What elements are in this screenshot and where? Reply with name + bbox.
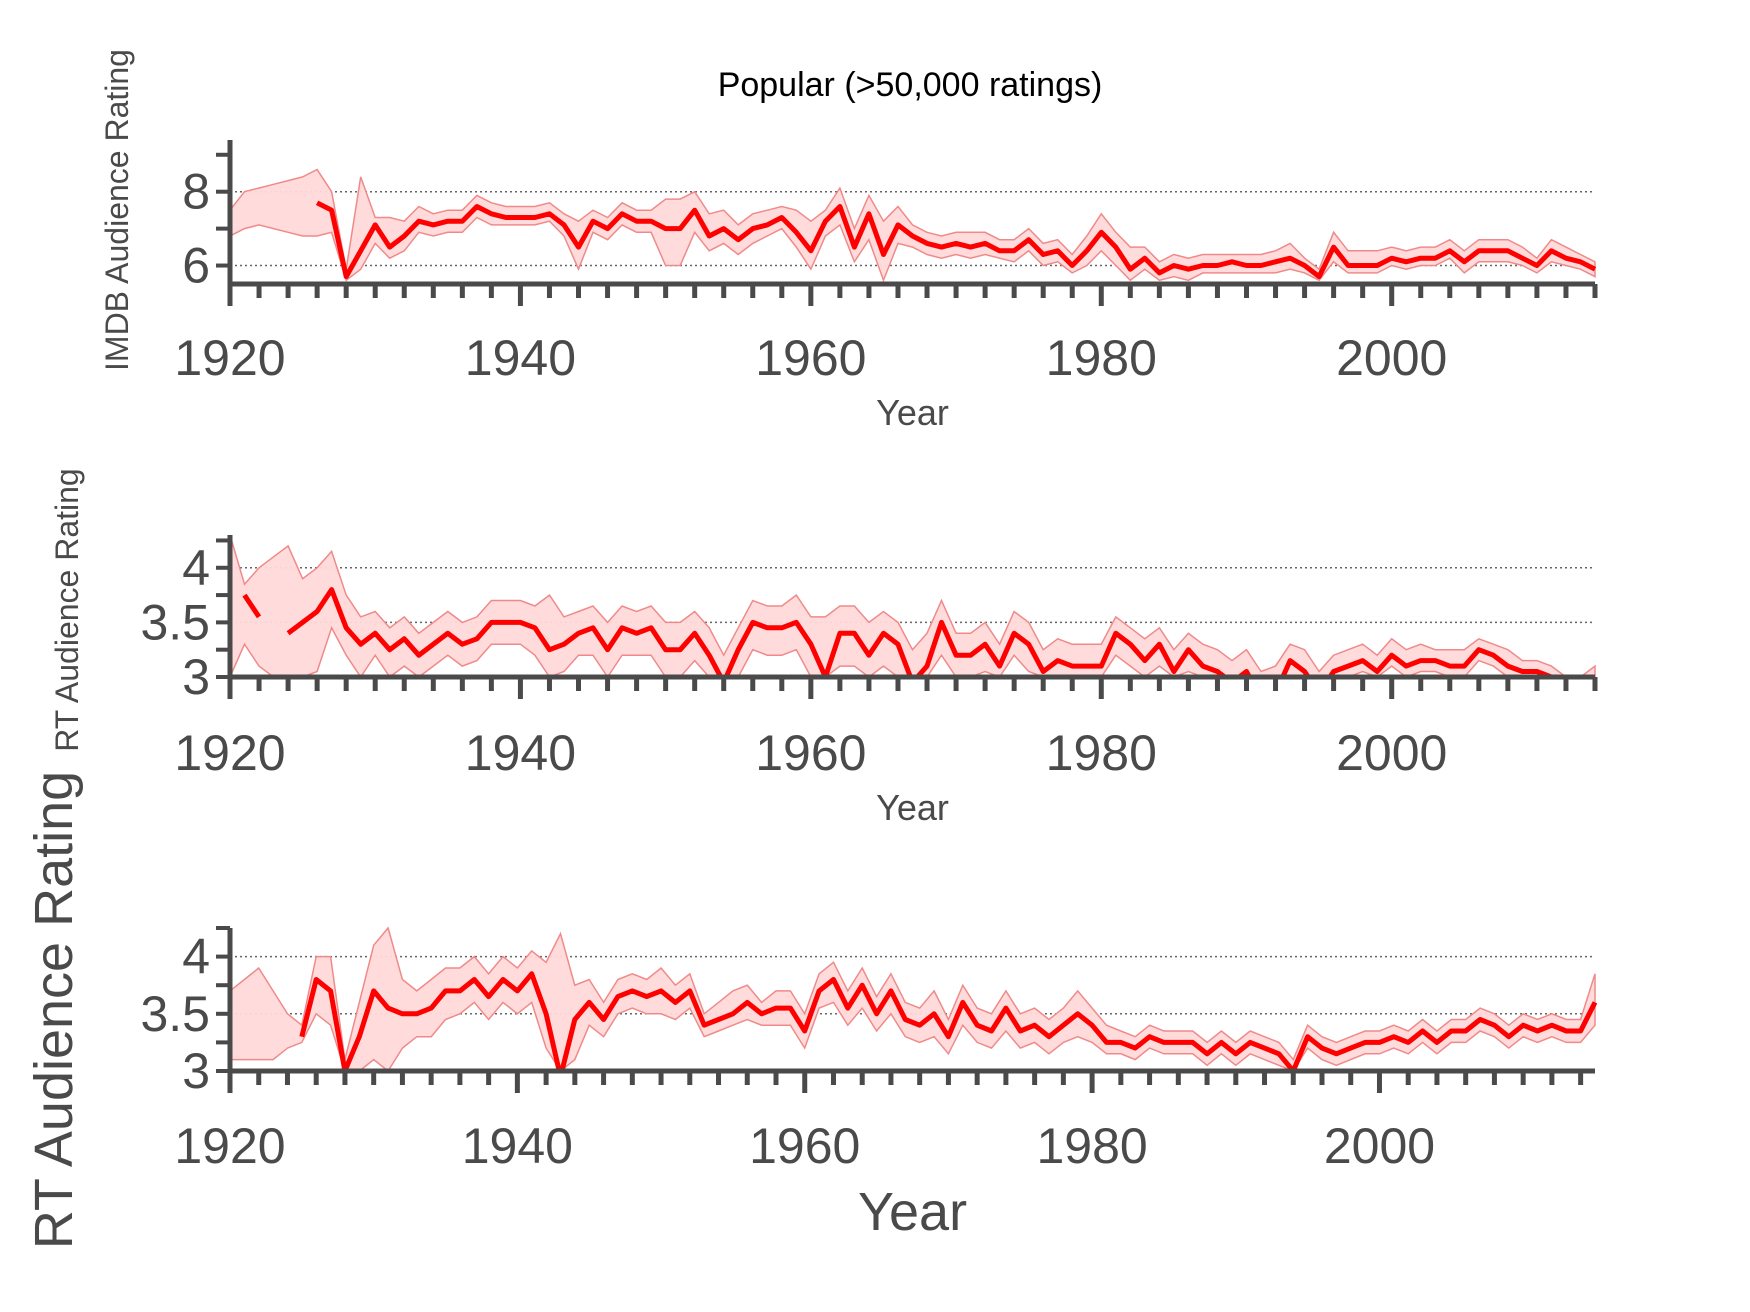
data-area xyxy=(230,926,1597,1071)
x-tick-label: 1960 xyxy=(755,330,866,386)
x-axis-label: Year xyxy=(876,787,949,828)
chart-title: Popular (>50,000 ratings) xyxy=(718,66,1103,104)
y-axis-label: RT Audience Rating xyxy=(24,771,84,1249)
y-tick-label: 6 xyxy=(182,238,210,294)
subplot-3: 1920 1940 1960 1980 2000 33.54 Year RT Audience… xyxy=(24,771,1597,1249)
data-area xyxy=(230,168,1597,283)
y-tick-label: 4 xyxy=(182,929,210,985)
subplot-1: 1920 1940 1960 1980 2000 6 8 Year IMDB Audience … xyxy=(99,49,1598,433)
confidence-band xyxy=(230,168,1596,283)
y-tick-label: 4 xyxy=(182,540,210,596)
x-tick-label: 1960 xyxy=(749,1118,860,1174)
mean-line-segment xyxy=(242,593,262,619)
x-tick-label: 1920 xyxy=(174,725,285,781)
y-tick-label: 3 xyxy=(182,1043,210,1099)
y-tick-label: 8 xyxy=(182,164,210,220)
x-tick-label: 1980 xyxy=(1036,1118,1147,1174)
subplots: 1920 1940 1960 1980 2000 6 8 Year IMDB Audience … xyxy=(24,49,1598,1249)
data-area xyxy=(230,534,1596,677)
x-axis-label: Year xyxy=(858,1182,967,1242)
y-axis-label: IMDB Audience Rating xyxy=(99,49,135,371)
x-tick-label: 1980 xyxy=(1046,330,1157,386)
y-tick-label: 3.5 xyxy=(140,594,210,650)
confidence-band xyxy=(230,926,1596,1071)
x-tick-label: 1940 xyxy=(465,330,576,386)
y-axis-label: RT Audience Rating xyxy=(49,468,85,751)
x-tick-label: 1940 xyxy=(465,725,576,781)
mean-line-segment xyxy=(315,200,1597,280)
x-tick-label: 2000 xyxy=(1336,725,1447,781)
x-axis-label: Year xyxy=(876,392,949,433)
subplot-2: 1920 1940 1960 1980 2000 33.54 Year RT Audience… xyxy=(49,468,1598,828)
x-tick-label: 2000 xyxy=(1336,330,1447,386)
mean-line-segment xyxy=(286,587,1595,677)
mean-line-segment xyxy=(299,971,1597,1071)
y-tick-label: 3.5 xyxy=(140,986,210,1042)
x-tick-label: 1980 xyxy=(1046,725,1157,781)
x-tick-label: 1920 xyxy=(174,1118,285,1174)
x-tick-label: 1920 xyxy=(174,330,285,386)
y-tick-label: 3 xyxy=(182,649,210,705)
x-tick-label: 1940 xyxy=(462,1118,573,1174)
x-tick-label: 2000 xyxy=(1324,1118,1435,1174)
x-tick-label: 1960 xyxy=(755,725,866,781)
